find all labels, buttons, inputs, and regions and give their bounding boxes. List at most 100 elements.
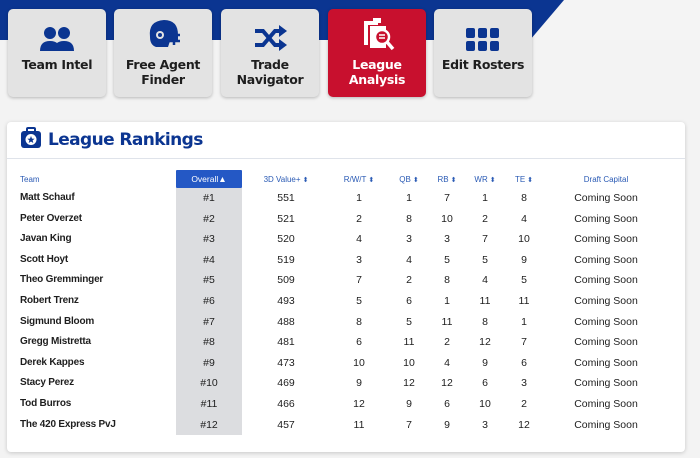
qb-cell: 4 [406,253,412,266]
column-header-te[interactable]: TE ⬍ [515,172,533,188]
column-header-wr[interactable]: WR ⬍ [474,172,495,188]
team-name[interactable]: Tod Burros [20,398,72,409]
tab-league-analysis[interactable]: League Analysis [328,9,426,97]
column-header-qb[interactable]: QB ⬍ [399,172,418,188]
tab-label: Team Intel [21,57,93,72]
draft-capital-cell: Coming Soon [574,356,638,369]
sort-icon: ⬍ [302,177,309,184]
wr-cell: 3 [482,418,488,431]
tab-trade-navigator[interactable]: Trade Navigator [221,9,319,97]
qb-cell: 5 [406,315,412,328]
value-cell: 520 [277,233,295,246]
te-cell: 3 [521,377,527,390]
column-header-label: Team [20,175,40,184]
sort-icon: ⬍ [368,177,375,184]
draft-capital-cell: Coming Soon [574,212,638,225]
value-cell: 493 [277,295,295,307]
table-row[interactable]: Peter Overzet #2 521 2 8 10 2 4 Coming S… [0,209,700,229]
shuffle-icon [251,9,289,57]
table-row[interactable]: Derek Kappes #9 473 10 10 4 9 6 Coming S… [0,353,700,373]
value-cell: 509 [277,274,295,287]
rwt-cell: 9 [356,377,362,390]
table-row[interactable]: Tod Burros #11 466 12 9 6 10 2 Coming So… [0,394,700,414]
tab-team-intel[interactable]: Team Intel [8,9,106,97]
card-title: League Rankings [48,130,203,150]
te-cell: 5 [521,274,527,287]
column-header-label: TE [514,175,526,184]
table-row[interactable]: Theo Gremminger #5 509 7 2 8 4 5 Coming … [0,270,700,290]
te-cell: 4 [521,212,527,225]
qb-cell: 7 [406,418,412,431]
table-row[interactable]: Sigmund Bloom #7 488 8 5 11 8 1 Coming S… [0,312,700,332]
tab-label: Edit Rosters [441,57,525,72]
sort-icon: ⬍ [412,177,419,184]
rb-cell: 4 [444,356,450,369]
rwt-cell: 1 [356,192,362,204]
column-header-label: WR [474,175,488,184]
card-header: League Rankings [7,122,685,159]
draft-capital-cell: Coming Soon [574,233,638,246]
team-name[interactable]: Stacy Perez [20,377,74,389]
rwt-cell: 3 [356,253,362,266]
table-row[interactable]: Matt Schauf #1 551 1 1 7 1 8 Coming Soon [0,188,700,208]
wr-cell: 9 [482,356,488,369]
users-icon [38,9,76,57]
sort-icon: ⬍ [489,177,496,184]
tab-free-agent-finder[interactable]: Free Agent Finder [114,9,212,97]
te-cell: 12 [518,418,530,431]
draft-capital-cell: Coming Soon [574,295,638,307]
value-cell: 469 [277,377,295,390]
table-row[interactable]: Gregg Mistretta #8 481 6 11 2 12 7 Comin… [0,332,700,352]
wr-cell: 6 [482,377,488,390]
team-name[interactable]: The 420 Express PvJ [20,418,116,430]
overall-rank: #7 [203,315,215,328]
team-name[interactable]: Peter Overzet [20,212,82,224]
value-cell: 466 [277,398,295,410]
column-header-rwt[interactable]: R/W/T ⬍ [344,172,375,188]
wr-cell: 1 [482,192,488,204]
sort-asc-icon: ▲ [218,174,227,184]
table-row[interactable]: Javan King #3 520 4 3 3 7 10 Coming Soon [0,229,700,249]
overall-rank: #12 [200,418,218,431]
table-row[interactable]: The 420 Express PvJ #12 457 11 7 9 3 12 … [0,415,700,435]
rb-cell: 10 [441,212,453,225]
team-name[interactable]: Derek Kappes [20,356,85,368]
column-header-label: R/W/T [343,175,367,184]
table-row[interactable]: Scott Hoyt #4 519 3 4 5 5 9 Coming Soon [0,250,700,270]
document-search-icon [358,9,396,57]
value-cell: 488 [277,315,295,328]
rb-cell: 12 [441,377,453,390]
column-header-3d-value[interactable]: 3D Value+ ⬍ [264,172,309,188]
tab-label: Free Agent Finder [125,57,201,87]
te-cell: 6 [521,356,527,369]
table-row[interactable]: Stacy Perez #10 469 9 12 12 6 3 Coming S… [0,373,700,393]
rwt-cell: 2 [356,212,362,225]
team-name[interactable]: Javan King [20,233,72,245]
tab-edit-rosters[interactable]: Edit Rosters [434,9,532,97]
column-header-team[interactable]: Team [20,172,40,188]
rb-cell: 2 [444,336,450,349]
team-name[interactable]: Scott Hoyt [20,253,69,265]
team-name[interactable]: Theo Gremminger [20,274,104,286]
te-cell: 8 [521,192,527,204]
wr-cell: 5 [482,253,488,266]
wr-cell: 2 [482,212,488,225]
rwt-cell: 12 [353,398,365,410]
value-cell: 551 [277,192,295,204]
rb-cell: 8 [444,274,450,287]
team-name[interactable]: Sigmund Bloom [20,315,95,327]
draft-capital-cell: Coming Soon [574,192,638,204]
overall-rank: #8 [203,336,215,349]
rwt-cell: 5 [356,295,362,307]
overall-column-highlight [176,188,242,435]
team-name[interactable]: Gregg Mistretta [20,336,91,348]
team-name[interactable]: Robert Trenz [20,295,79,306]
value-cell: 481 [277,336,295,349]
table-row[interactable]: Robert Trenz #6 493 5 6 1 11 11 Coming S… [0,291,700,311]
qb-cell: 12 [403,377,415,390]
column-header-rb[interactable]: RB ⬍ [438,172,457,188]
rb-cell: 7 [444,192,450,204]
team-name[interactable]: Matt Schauf [20,192,75,203]
column-header-label: Draft Capital [583,175,629,184]
column-header-overall[interactable]: Overall▲ [176,170,242,188]
